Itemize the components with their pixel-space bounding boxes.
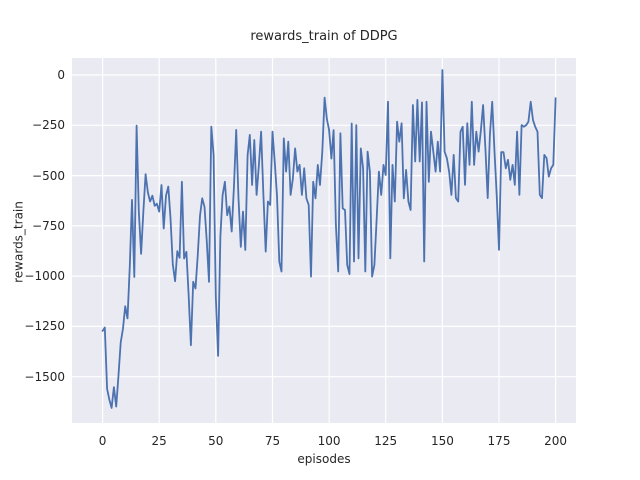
x-tick-label: 50 — [208, 434, 224, 448]
y-tick-label: −250 — [32, 118, 65, 133]
y-tick-label: −750 — [32, 218, 65, 233]
x-tick-label: 175 — [487, 434, 511, 448]
x-axis-label: episodes — [297, 452, 351, 466]
y-tick-label: −1500 — [24, 369, 65, 384]
x-tick-label: 75 — [264, 434, 281, 448]
x-tick-label: 100 — [317, 434, 341, 448]
y-tick-label: 0 — [57, 68, 65, 82]
x-tick-label: 0 — [98, 434, 107, 448]
x-tick-label: 125 — [374, 434, 398, 448]
x-tick-label: 150 — [430, 434, 454, 448]
x-tick-label: 25 — [151, 434, 167, 448]
y-tick-label: −1000 — [24, 269, 65, 284]
series-line — [101, 69, 557, 409]
y-tick-label: −500 — [32, 168, 65, 183]
chart-title: rewards_train of DDPG — [250, 29, 398, 44]
x-tick-label: 200 — [544, 434, 568, 448]
y-tick-label: −1250 — [24, 319, 65, 334]
